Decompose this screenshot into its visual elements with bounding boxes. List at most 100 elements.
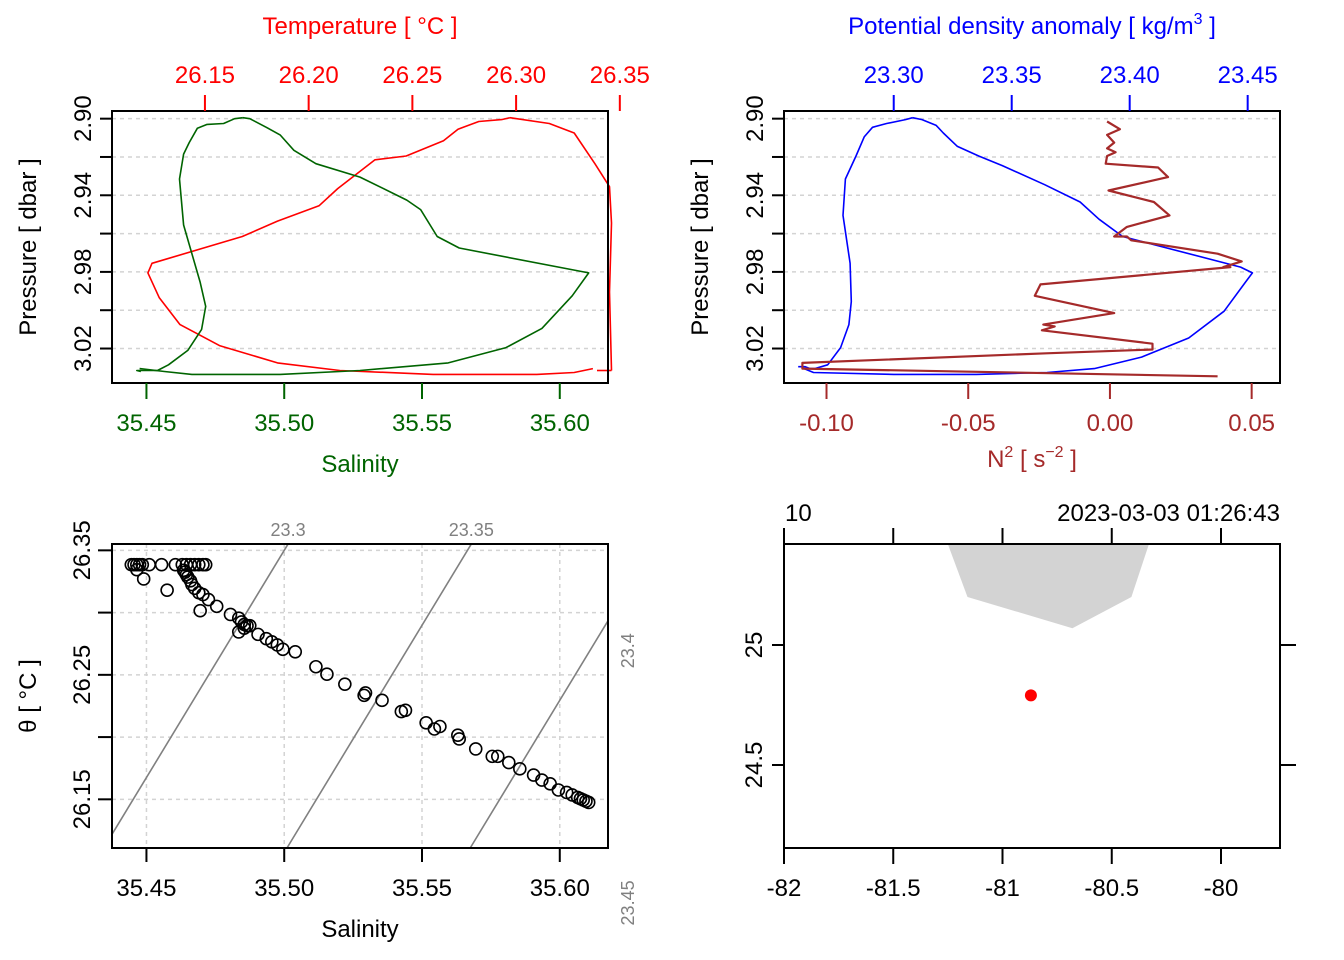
data-point (490, 749, 505, 764)
land-polygon (947, 544, 1149, 629)
data-point (193, 603, 207, 618)
unit-close: ] (1064, 446, 1077, 473)
station-marker (1024, 689, 1037, 702)
y-tick-label: 2.90 (742, 95, 769, 142)
data-point (185, 577, 199, 592)
data-point (375, 693, 389, 708)
axes-layer: -82 -81.5 -81 -80.5 -80 24.5 25 (741, 528, 1296, 902)
data-point (320, 667, 334, 682)
y-tick-label: 25 (741, 632, 768, 659)
x-bottom-tick-label: 35.45 (116, 410, 176, 437)
plot-frame (783, 110, 1281, 384)
isopycnal-label: 23.35 (449, 520, 494, 540)
n2-line (801, 120, 1243, 378)
axes-layer: 35.45 35.50 35.55 35.60 26.15 26.25 26.35 (69, 520, 590, 902)
data-point (513, 762, 527, 776)
x-bottom-tick-label: 35.60 (530, 410, 590, 437)
x-tick-label: -81 (985, 875, 1020, 902)
data-point (160, 583, 174, 597)
data-point (223, 607, 238, 622)
data-point (154, 557, 169, 572)
data-point (288, 645, 303, 659)
n-label: N (987, 446, 1004, 473)
grid-lines (784, 117, 1280, 350)
y-tick-label: 2.98 (742, 249, 769, 296)
data-point (231, 625, 246, 639)
data-point (180, 570, 195, 584)
x-tick-label: 35.60 (530, 875, 590, 902)
data-point (535, 773, 549, 787)
data-point (136, 572, 151, 586)
data-point (198, 557, 213, 572)
y-tick-label: 2.98 (70, 249, 97, 296)
grid-lines (112, 117, 608, 350)
data-point (309, 659, 323, 674)
data-point (187, 557, 202, 572)
panel-station-map: -82 -81.5 -81 -80.5 -80 24.5 25 10 2023-03-03 … (741, 500, 1296, 902)
axes-layer: 2.90 2.94 2.98 3.02 35.45 35.50 35.55 35.60 26.1… (70, 62, 650, 437)
x-bottom-tick-label: 35.55 (392, 410, 452, 437)
data-point (276, 642, 290, 657)
isopycnal-labels: 23.3 23.35 23.4 23.45 (271, 520, 638, 925)
data-point (468, 742, 483, 756)
y-tick-label: 2.94 (742, 172, 769, 219)
potential-density-anomaly-line (798, 116, 913, 370)
station-count-label: 10 (785, 500, 812, 527)
grid-lines (112, 544, 608, 848)
land-layer (947, 544, 1149, 629)
isopycnal-label: 23.3 (271, 520, 306, 540)
y-tick-label: 2.90 (70, 95, 97, 142)
y-tick-label: 2.94 (70, 172, 97, 219)
x-bottom-tick-label: 0.00 (1087, 410, 1134, 437)
salinity-line (136, 116, 243, 373)
y-axis-title: Pressure [ dbar ] (15, 158, 42, 335)
station-layer (1024, 689, 1037, 702)
x-top-tick-label: 26.15 (175, 62, 235, 89)
points-layer (124, 557, 596, 810)
top-axis-title: Temperature [ °C ] (263, 13, 458, 40)
x-top-tick-label: 26.30 (486, 62, 546, 89)
isopycnal-label: 23.45 (618, 880, 638, 925)
isopycnal-line (469, 619, 608, 848)
y-axis-title: θ [ °C ] (15, 659, 42, 733)
unit-open: [ s (1013, 446, 1045, 473)
data-point (338, 677, 352, 691)
isopycnal-line (653, 482, 875, 848)
x-bottom-tick-label: 35.50 (254, 410, 314, 437)
temperature-line (147, 116, 594, 376)
salinity-line-branch (139, 116, 590, 376)
panel-density-n2-profile: 2.90 2.94 2.98 3.02 -0.10 -0.05 0.00 0.05 23.30 2… (687, 11, 1281, 473)
data-point (452, 732, 467, 746)
plot-frame (111, 110, 609, 384)
x-tick-label: 35.45 (116, 875, 176, 902)
data-point (581, 795, 596, 810)
x-top-tick-label: 26.25 (382, 62, 442, 89)
x-tick-label: 35.50 (254, 875, 314, 902)
isopycnal-lines (112, 482, 875, 848)
axes-layer: 2.90 2.94 2.98 3.02 -0.10 -0.05 0.00 0.05 23.30 2… (742, 62, 1278, 437)
x-bottom-tick-label: -0.10 (799, 410, 854, 437)
data-point (201, 592, 216, 607)
isopycnal-line (112, 544, 290, 836)
bottom-axis-title: N2 [ s−2 ] (987, 444, 1077, 473)
panel-ts-diagram: 35.45 35.50 35.55 35.60 26.15 26.25 26.35 23.3… (15, 482, 875, 943)
data-point (251, 627, 265, 642)
x-tick-label: -80.5 (1084, 875, 1139, 902)
series-layer (798, 116, 1254, 378)
plot-frame (783, 543, 1281, 849)
data-point (551, 783, 566, 797)
data-point (485, 749, 500, 764)
superscript: 2 (1004, 444, 1013, 461)
bracket: ] (1203, 13, 1216, 40)
top-axis-title-text: Potential density anomaly [ kg/m (848, 13, 1194, 40)
x-top-tick-label: 26.35 (590, 62, 650, 89)
data-point (130, 562, 144, 577)
plot-frame (111, 543, 609, 849)
x-top-tick-label: 23.45 (1218, 62, 1278, 89)
superscript: −2 (1045, 444, 1063, 461)
x-tick-label: -80 (1204, 875, 1239, 902)
data-point (501, 755, 516, 770)
station-time-label: 2023-03-03 01:26:43 (1057, 500, 1280, 527)
data-point (192, 557, 206, 572)
y-tick-label: 3.02 (70, 325, 97, 372)
